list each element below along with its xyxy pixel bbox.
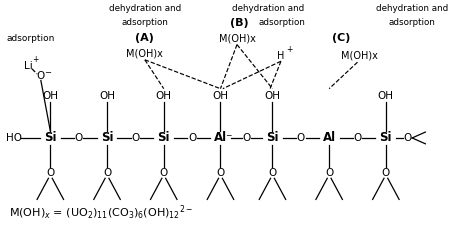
Text: O: O bbox=[297, 133, 305, 143]
Text: (B): (B) bbox=[230, 18, 249, 28]
Text: −: − bbox=[45, 68, 52, 77]
Text: +: + bbox=[33, 55, 39, 64]
Text: adsorption: adsorption bbox=[121, 18, 168, 27]
Text: dehydration and: dehydration and bbox=[376, 4, 448, 13]
Text: adsorption: adsorption bbox=[258, 18, 305, 27]
Text: Al: Al bbox=[214, 131, 227, 144]
Text: Si: Si bbox=[44, 131, 56, 144]
Text: O: O bbox=[216, 168, 225, 178]
Text: O: O bbox=[242, 133, 251, 143]
Text: O: O bbox=[37, 71, 45, 81]
Text: OH: OH bbox=[42, 91, 58, 101]
Text: M(OH)x: M(OH)x bbox=[341, 51, 378, 61]
Text: OH: OH bbox=[264, 91, 281, 101]
Text: Li: Li bbox=[24, 61, 33, 71]
Text: O: O bbox=[188, 133, 196, 143]
Text: H: H bbox=[277, 51, 285, 61]
Text: OH: OH bbox=[212, 91, 228, 101]
Text: dehydration and: dehydration and bbox=[109, 4, 181, 13]
Text: adsorption: adsorption bbox=[6, 34, 55, 43]
Text: adsorption: adsorption bbox=[388, 18, 435, 27]
Text: Si: Si bbox=[101, 131, 113, 144]
Text: HO: HO bbox=[6, 133, 22, 143]
Text: O: O bbox=[103, 168, 111, 178]
Text: M(OH)x: M(OH)x bbox=[127, 48, 163, 59]
Text: M(OH)x: M(OH)x bbox=[219, 33, 255, 43]
Text: Al: Al bbox=[323, 131, 336, 144]
Text: OH: OH bbox=[99, 91, 115, 101]
Text: −: − bbox=[225, 131, 231, 141]
Text: Si: Si bbox=[266, 131, 279, 144]
Text: O: O bbox=[354, 133, 362, 143]
Text: O: O bbox=[160, 168, 168, 178]
Text: M(OH)$_x$ = (UO$_2$)$_{11}$(CO$_3$)$_6$(OH)$_{12}$$^{2-}$: M(OH)$_x$ = (UO$_2$)$_{11}$(CO$_3$)$_6$(… bbox=[9, 204, 193, 222]
Text: Si: Si bbox=[380, 131, 392, 144]
Text: O: O bbox=[74, 133, 83, 143]
Text: (A): (A) bbox=[136, 33, 154, 43]
Text: OH: OH bbox=[156, 91, 172, 101]
Text: O: O bbox=[403, 133, 411, 143]
Text: dehydration and: dehydration and bbox=[232, 4, 304, 13]
Text: (C): (C) bbox=[332, 33, 350, 43]
Text: O: O bbox=[46, 168, 55, 178]
Text: O: O bbox=[325, 168, 333, 178]
Text: OH: OH bbox=[378, 91, 394, 101]
Text: O: O bbox=[382, 168, 390, 178]
Text: Si: Si bbox=[157, 131, 170, 144]
Text: +: + bbox=[286, 45, 292, 54]
Text: O: O bbox=[131, 133, 139, 143]
Text: O: O bbox=[268, 168, 276, 178]
